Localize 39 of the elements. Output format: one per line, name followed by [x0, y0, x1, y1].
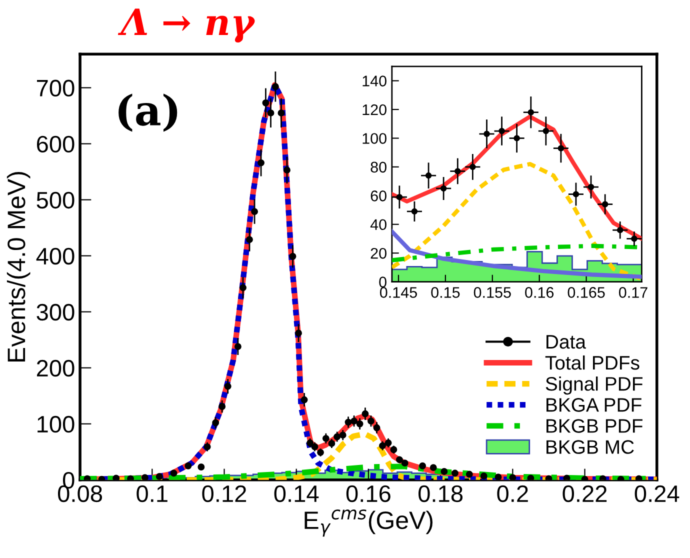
- x-tick-label: 0.17: [618, 287, 648, 298]
- y-tick-label: 400: [36, 248, 74, 265]
- x-axis-title: E$_{γ}$$^{cms}$(GeV): [304, 510, 432, 537]
- legend-label: Data: [546, 335, 586, 349]
- x-tick-label: 0.14: [274, 485, 319, 502]
- x-tick-label: 0.1: [136, 485, 168, 502]
- y-tick-label: 120: [362, 104, 386, 116]
- y-tick-label: 200: [36, 360, 74, 377]
- chart-title: Λ → nγ: [118, 8, 255, 43]
- y-tick-label: 140: [362, 76, 386, 86]
- y-tick-label: 40: [370, 219, 386, 230]
- y-tick-label: 700: [37, 80, 74, 97]
- annotation: (a): [118, 94, 178, 132]
- x-tick-label: 0.155: [474, 287, 511, 298]
- y-axis-title: Events/(4.0 MeV): [6, 172, 30, 362]
- legend-label: BKGA PDF: [546, 398, 642, 412]
- legend-label: BKGB MC: [546, 440, 634, 454]
- x-tick-label: 0.15: [431, 287, 460, 298]
- legend-label: Signal PDF: [546, 376, 642, 395]
- x-tick-label: 0.165: [568, 287, 605, 298]
- y-tick-label: 60: [370, 190, 386, 202]
- x-tick-label: 0.12: [202, 485, 246, 502]
- x-tick-label: 0.16: [346, 485, 390, 502]
- y-tick-label: 100: [38, 416, 74, 433]
- y-tick-label: 0: [379, 276, 386, 288]
- x-tick-label: 0.24: [634, 485, 680, 502]
- legend-label: Total PDFs: [545, 355, 640, 370]
- y-tick-label: 600: [36, 136, 74, 153]
- legend-label: BKGB PDF: [546, 419, 642, 433]
- y-tick-label: 300: [36, 304, 74, 321]
- y-tick-label: 20: [370, 248, 386, 259]
- x-tick-label: 0.18: [418, 485, 463, 502]
- y-tick-label: 100: [362, 133, 386, 144]
- x-tick-label: 0.145: [380, 287, 417, 298]
- y-tick-label: 500: [36, 192, 74, 209]
- x-tick-label: 0.16: [525, 287, 554, 298]
- x-tick-label: 0.22: [562, 485, 607, 502]
- x-tick-label: 0.2: [497, 485, 528, 502]
- y-tick-label: 80: [370, 162, 386, 173]
